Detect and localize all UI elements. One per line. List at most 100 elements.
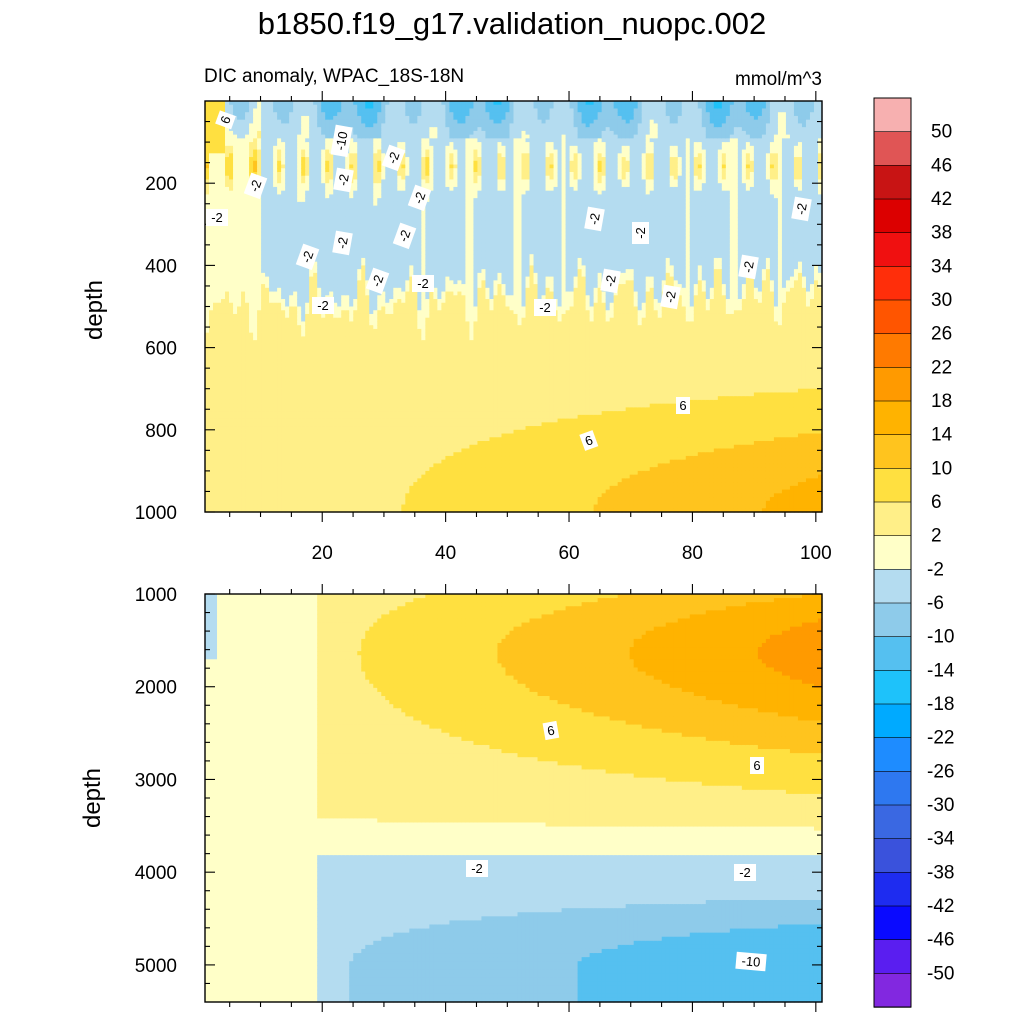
- contour-cell: [289, 217, 294, 221]
- contour-cell: [293, 370, 298, 374]
- contour-cell: [269, 262, 274, 266]
- contour-cell: [301, 415, 306, 419]
- contour-cell: [261, 363, 266, 367]
- contour-cell: [213, 400, 218, 404]
- contour-cell: [269, 475, 274, 479]
- contour-cell: [273, 299, 278, 303]
- contour-cell: [209, 269, 214, 273]
- contour-cell: [217, 135, 222, 139]
- contour-cell: [213, 105, 218, 109]
- contour-cell: [249, 202, 254, 206]
- contour-cell: [241, 135, 246, 139]
- contour-cell: [253, 475, 258, 479]
- contour-cell: [309, 430, 314, 434]
- contour-cell: [221, 265, 226, 269]
- contour-cell: [285, 348, 290, 352]
- contour-cell: [237, 396, 242, 400]
- contour-cell: [273, 329, 278, 333]
- contour-cell: [317, 277, 322, 281]
- contour-cell: [289, 209, 294, 213]
- contour-cell: [217, 321, 222, 325]
- contour-cell: [297, 381, 302, 385]
- contour-cell: [229, 165, 234, 169]
- contour-cell: [229, 183, 234, 187]
- contour-cell: [209, 232, 214, 236]
- contour-cell: [265, 366, 270, 370]
- contour-cell: [213, 434, 218, 438]
- contour-cell: [217, 452, 222, 456]
- contour-cell: [221, 258, 226, 262]
- contour-cell: [225, 243, 230, 247]
- contour-cell: [277, 430, 282, 434]
- contour-cell: [225, 138, 230, 142]
- contour-cell: [313, 318, 318, 322]
- contour-cell: [273, 250, 278, 254]
- contour-cell: [225, 172, 230, 176]
- contour-cell: [261, 493, 266, 497]
- contour-cell: [229, 224, 234, 228]
- contour-cell: [269, 348, 274, 352]
- contour-cell: [289, 351, 294, 355]
- contour-cell: [285, 194, 290, 198]
- contour-cell: [293, 422, 298, 426]
- contour-cell: [257, 430, 262, 434]
- contour-cell: [249, 441, 254, 445]
- contour-cell: [233, 333, 238, 337]
- contour-cell: [297, 179, 302, 183]
- contour-cell: [285, 142, 290, 146]
- contour-cell: [237, 209, 242, 213]
- contour-cell: [305, 269, 310, 273]
- contour-cell: [241, 437, 246, 441]
- contour-cell: [297, 497, 302, 501]
- contour-cell: [297, 120, 302, 124]
- contour-cell: [253, 131, 258, 135]
- contour-cell: [277, 370, 282, 374]
- contour-cell: [289, 445, 294, 449]
- contour-cell: [313, 120, 318, 124]
- contour-cell: [269, 422, 274, 426]
- contour-cell: [285, 475, 290, 479]
- contour-cell: [285, 355, 290, 359]
- contour-cell: [265, 467, 270, 471]
- contour-cell: [309, 434, 314, 438]
- contour-cell: [285, 116, 290, 120]
- contour-cell: [265, 501, 270, 505]
- contour-cell: [245, 374, 250, 378]
- contour-cell: [213, 236, 218, 240]
- contour-cell: [249, 359, 254, 363]
- contour-cell: [229, 198, 234, 202]
- contour-cell: [213, 333, 218, 337]
- contour-cell: [285, 228, 290, 232]
- contour-cell: [293, 221, 298, 225]
- contour-cell: [241, 351, 246, 355]
- contour-cell: [237, 407, 242, 411]
- contour-cell: [277, 269, 282, 273]
- contour-cell: [289, 325, 294, 329]
- contour-cell: [237, 318, 242, 322]
- contour-cell: [253, 441, 258, 445]
- contour-cell: [241, 228, 246, 232]
- contour-cell: [277, 325, 282, 329]
- contour-cell: [241, 441, 246, 445]
- contour-cell: [281, 377, 286, 381]
- contour-cell: [285, 202, 290, 206]
- contour-cell: [237, 187, 242, 191]
- contour-cell: [297, 321, 302, 325]
- contour-cell: [209, 318, 214, 322]
- contour-cell: [301, 471, 306, 475]
- contour-cell: [237, 213, 242, 217]
- contour-cell: [277, 318, 282, 322]
- contour-cell: [249, 370, 254, 374]
- contour-cell: [229, 131, 234, 135]
- contour-cell: [281, 340, 286, 344]
- contour-cell: [305, 307, 310, 311]
- contour-cell: [293, 434, 298, 438]
- contour-cell: [317, 273, 322, 277]
- contour-cell: [293, 209, 298, 213]
- contour-cell: [237, 411, 242, 415]
- contour-cell: [297, 112, 302, 116]
- contour-cell: [257, 321, 262, 325]
- contour-cell: [249, 277, 254, 281]
- contour-cell: [265, 437, 270, 441]
- contour-cell: [249, 292, 254, 296]
